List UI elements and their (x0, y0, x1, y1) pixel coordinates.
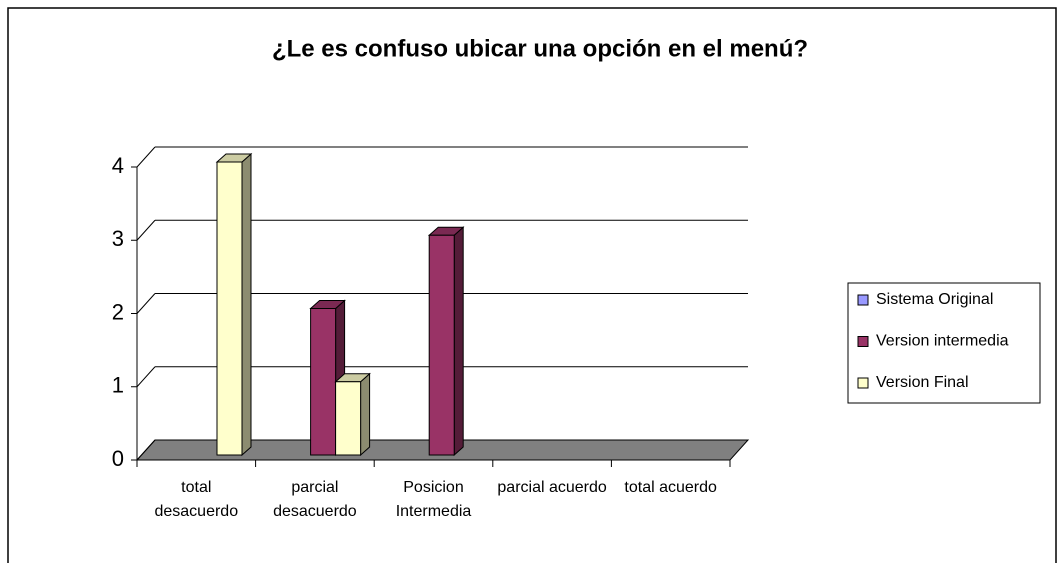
y-tick-label: 0 (112, 446, 124, 471)
y-tick-label: 2 (112, 299, 124, 324)
legend-label: Sistema Original (876, 291, 993, 308)
grid-line-side (136, 439, 156, 461)
y-tick-label: 4 (112, 153, 124, 178)
bar (215, 152, 253, 457)
chart-title: ¿Le es confuso ubicar una opción en el m… (272, 35, 808, 62)
bar-face (216, 161, 243, 456)
grid-line-side (136, 293, 156, 314)
grid-line-side (136, 366, 156, 388)
y-tick-label: 1 (112, 373, 124, 398)
x-tick-label: parcial desacuerdo (273, 479, 357, 520)
legend-swatch (857, 336, 869, 347)
grid-line-side (136, 146, 156, 168)
bar-face (453, 226, 464, 457)
bar-face (310, 308, 337, 456)
bar (427, 226, 465, 457)
legend-swatch (857, 294, 869, 306)
x-tick-label: total acuerdo (624, 479, 717, 496)
x-tick-label: Posicion Intermedia (395, 479, 472, 520)
bar-face (241, 152, 252, 457)
bar (334, 372, 371, 457)
bar-face (360, 372, 371, 457)
x-tick-label: parcial acuerdo (497, 479, 607, 496)
y-tick-label: 3 (112, 226, 124, 251)
grid-line-side (136, 219, 156, 241)
legend-label: Version Final (876, 374, 969, 391)
legend-label: Version intermedia (876, 333, 1009, 350)
x-tick-label: total desacuerdo (154, 479, 239, 520)
legend-box (847, 282, 1041, 404)
bar-face (335, 381, 362, 456)
legend-swatch (857, 377, 869, 389)
bar-face (428, 234, 455, 456)
